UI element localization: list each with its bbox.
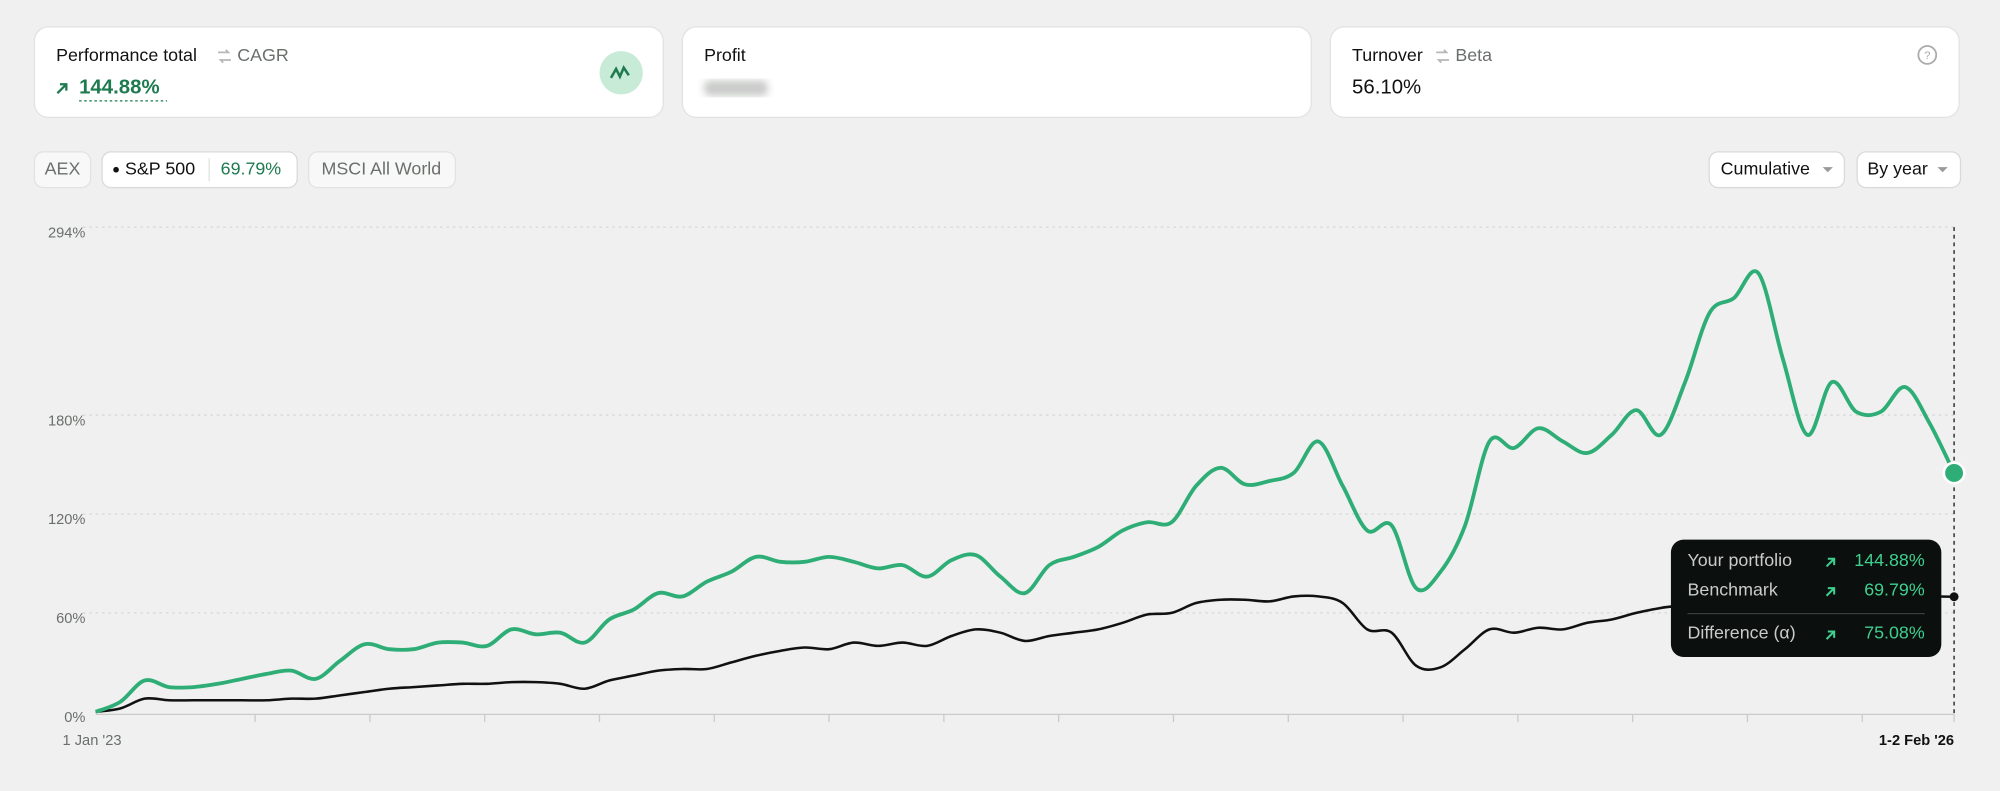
benchmark-value: 69.79% — [221, 158, 282, 178]
arrow-up — [1825, 587, 1836, 597]
end-point — [1942, 461, 1966, 485]
series-line — [95, 591, 1955, 714]
swap-icon[interactable] — [218, 49, 231, 64]
benchmark-button[interactable] — [308, 151, 456, 189]
dropdown[interactable] — [1708, 151, 1846, 189]
chart: 0% 60% 120% 180% 294% 1 Jan '23 1-2 Feb '26 — [48, 225, 1966, 749]
tooltip — [1670, 539, 1942, 657]
benchmark-label: S&P 500 — [125, 158, 195, 178]
benchmark-label: MSCI All World — [322, 158, 442, 178]
tooltip-value: 75.08% — [1864, 623, 1925, 643]
swap-icon[interactable] — [1436, 49, 1449, 64]
arrow-up — [56, 83, 68, 95]
y-tick-label: 60% — [56, 611, 85, 627]
tooltip-value: 69.79% — [1864, 579, 1925, 599]
arrow-up — [1825, 557, 1836, 568]
end-point — [1949, 592, 1959, 602]
dropdown-label: By year — [1867, 158, 1928, 178]
series-line — [94, 269, 1956, 714]
benchmark-button[interactable] — [101, 151, 298, 189]
icon — [609, 65, 630, 80]
arrow-up — [1825, 630, 1836, 640]
caret — [1937, 167, 1948, 173]
x-tick-label: 1 Jan '23 — [63, 733, 122, 749]
card[interactable] — [681, 26, 1312, 119]
y-tick-label: 180% — [48, 413, 86, 429]
caret — [1822, 167, 1833, 173]
tooltip-label: Your portfolio — [1688, 550, 1793, 570]
card[interactable] — [33, 26, 664, 119]
tooltip-label: Benchmark — [1688, 579, 1778, 599]
y-tick-label: 0% — [64, 710, 85, 726]
card-value: 144.88% — [79, 76, 160, 98]
y-tick-label: 120% — [48, 512, 86, 528]
tooltip-value: 144.88% — [1854, 550, 1925, 570]
y-tick-label: 294% — [48, 225, 86, 241]
card[interactable] — [1329, 26, 1960, 119]
card-title: Performance total — [56, 45, 197, 65]
card-title: Turnover — [1352, 45, 1423, 65]
bullet — [113, 166, 119, 173]
benchmark-button[interactable] — [33, 151, 92, 189]
help-mark: ? — [1924, 50, 1930, 62]
card-alt[interactable]: Beta — [1455, 45, 1492, 65]
dropdown-label: Cumulative — [1721, 158, 1810, 178]
tooltip-layer: Your portfolio 144.88% Benchmark 69.79% Diff… — [1670, 539, 1942, 657]
tooltip-label: Difference (α) — [1688, 623, 1796, 643]
card-alt[interactable]: CAGR — [237, 45, 289, 65]
blurred-value — [704, 80, 768, 96]
dropdown[interactable] — [1856, 151, 1962, 189]
card-title: Profit — [704, 45, 746, 65]
help-icon[interactable] — [1917, 45, 1938, 65]
x-tick-label: 1-2 Feb '26 — [1879, 733, 1954, 749]
card-value: 56.10% — [1352, 76, 1421, 98]
benchmark-label: AEX — [45, 158, 81, 178]
